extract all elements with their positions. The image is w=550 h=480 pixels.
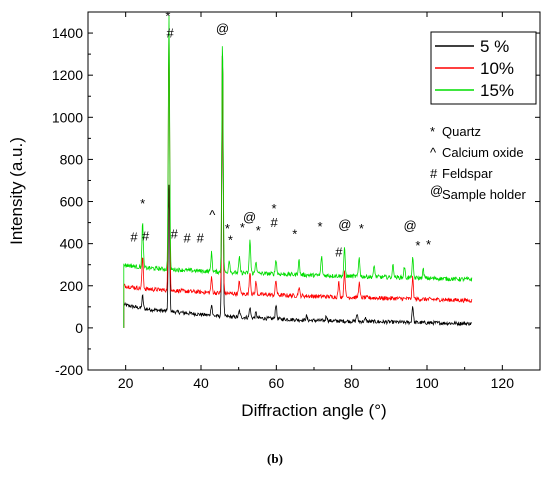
legend-label: 15% — [480, 81, 514, 100]
peak-symbol: * — [317, 219, 322, 234]
y-tick-label: 600 — [60, 194, 84, 210]
peak-symbol: * — [228, 233, 233, 248]
peak-symbol: * — [225, 221, 230, 236]
peak-symbol: # — [171, 226, 179, 241]
peak-symbol: # — [335, 244, 343, 259]
peak-symbol: * — [292, 226, 297, 241]
peak-symbol: * — [140, 196, 145, 211]
peak-symbol: @ — [403, 218, 416, 233]
y-tick-label: 1400 — [52, 25, 83, 41]
x-tick-label: 20 — [118, 375, 134, 391]
peak-annotations: *# @*# # # # #^***@**#* *#@ * @* * — [130, 8, 431, 259]
symbol-key-label: Quartz — [442, 124, 481, 139]
symbol-key-symbol: @ — [430, 183, 443, 198]
symbol-key-label: Calcium oxide — [442, 145, 524, 160]
peak-symbol: * — [272, 201, 277, 216]
y-axis: -200 0 200 400 600 800 1000 1200 1400 — [52, 25, 540, 378]
x-axis: 20 40 60 80 100 120 — [87, 12, 541, 391]
y-axis-title: Intensity (a.u.) — [7, 137, 26, 245]
y-tick-label: 800 — [60, 151, 84, 167]
symbol-key-symbol: * — [430, 124, 435, 139]
x-tick-label: 100 — [415, 375, 439, 391]
peak-symbol: # — [142, 228, 150, 243]
series-line-1 — [123, 55, 472, 328]
peak-symbol: * — [240, 220, 245, 235]
peak-symbol: * — [256, 223, 261, 238]
symbol-key-label: Feldspar — [442, 166, 493, 181]
y-tick-label: 200 — [60, 278, 84, 294]
y-tick-label: 1000 — [52, 109, 83, 125]
series-line-2 — [123, 25, 473, 328]
peak-symbol: # — [270, 215, 278, 230]
y-tick-label: 400 — [60, 236, 84, 252]
peak-symbol: ^ — [209, 207, 216, 222]
y-tick-label: 1200 — [52, 67, 83, 83]
x-tick-label: 40 — [193, 375, 209, 391]
peak-symbol: @ — [338, 217, 351, 232]
series-line-3 — [123, 14, 473, 328]
symbol-key-symbol: # — [430, 166, 438, 181]
x-tick-label: 80 — [344, 375, 360, 391]
legend-label: 10% — [480, 59, 514, 78]
peak-symbol: # — [166, 25, 174, 40]
x-axis-title: Diffraction angle (°) — [241, 401, 386, 420]
peak-symbol: # — [183, 231, 191, 246]
annotation-legend: * Quartz ^ Calcium oxide # Feldspar @Sample ho… — [430, 124, 526, 202]
symbol-key-symbol: ^ — [430, 145, 437, 160]
figure-caption: (b) — [267, 451, 283, 466]
legend-label: 5 % — [480, 37, 509, 56]
peak-symbol: * — [426, 237, 431, 252]
legend: 5 % 10% 15% — [430, 31, 537, 105]
symbol-key-label: Sample holder — [442, 187, 526, 202]
peak-symbol: # — [197, 231, 205, 246]
series-layer — [123, 14, 473, 328]
x-tick-label: 60 — [269, 375, 285, 391]
peak-symbol: # — [130, 230, 138, 245]
peak-symbol: @ — [243, 210, 256, 225]
y-tick-label: 0 — [75, 320, 83, 336]
y-tick-label: -200 — [55, 362, 83, 378]
x-tick-label: 120 — [491, 375, 515, 391]
peak-symbol: * — [165, 8, 170, 23]
peak-symbol: @ — [216, 21, 229, 36]
peak-symbol: * — [415, 238, 420, 253]
peak-symbol: * — [359, 221, 364, 236]
